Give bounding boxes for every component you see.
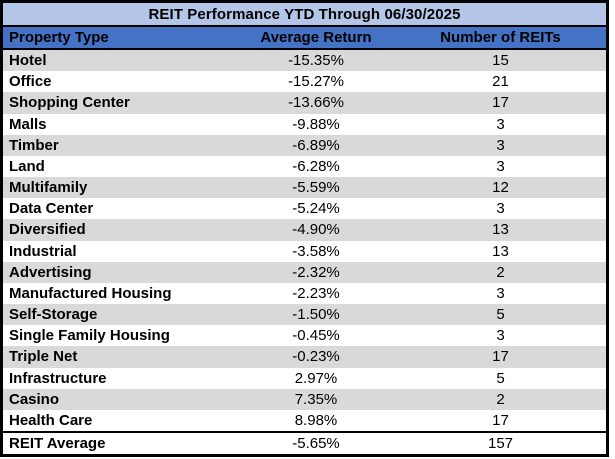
property-type-cell: Single Family Housing — [9, 327, 170, 345]
property-type-cell: Data Center — [9, 200, 94, 218]
property-type-cell: Infrastructure — [9, 369, 107, 387]
table-row: Single Family Housing -0.45% 3 — [3, 325, 606, 346]
property-type-cell: Multifamily — [9, 179, 88, 197]
reit-count-cell: 17 — [492, 348, 509, 366]
table-title: REIT Performance YTD Through 06/30/2025 — [3, 3, 606, 27]
property-type-cell: Industrial — [9, 242, 77, 260]
property-type-cell: Health Care — [9, 412, 93, 429]
table-row: Infrastructure 2.97% 5 — [3, 368, 606, 389]
column-header-number-of-reits: Number of REITs — [440, 29, 561, 46]
table-header-row: Property Type Average Return Number of R… — [3, 27, 606, 50]
reit-count-cell: 2 — [496, 263, 505, 281]
table-body: Hotel -15.35% 15 Office -15.27% 21 Shopping Ce… — [3, 50, 606, 431]
table-row: Casino 7.35% 2 — [3, 388, 606, 410]
average-return-cell: -5.59% — [292, 179, 340, 197]
column-header-property-type: Property Type — [9, 29, 109, 46]
table-row: Industrial -3.58% 13 — [3, 241, 606, 262]
property-type-cell: Triple Net — [9, 348, 78, 366]
table-row: Data Center -5.24% 3 — [3, 198, 606, 219]
average-return-cell: -4.90% — [292, 221, 340, 239]
property-type-cell: Office — [9, 73, 52, 91]
summary-average-return-cell: -5.65% — [292, 435, 340, 452]
table-row: Office -15.27% 21 — [3, 71, 606, 92]
average-return-cell: -15.35% — [288, 52, 344, 70]
average-return-cell: -6.28% — [292, 157, 340, 175]
reit-count-cell: 13 — [492, 221, 509, 239]
property-type-cell: Advertising — [9, 263, 92, 281]
table-row: Hotel -15.35% 15 — [3, 50, 606, 72]
average-return-cell: -6.89% — [292, 136, 340, 154]
summary-reit-count-cell: 157 — [487, 435, 514, 452]
table-row: Advertising -2.32% 2 — [3, 261, 606, 283]
average-return-cell: -15.27% — [288, 73, 344, 91]
average-return-cell: -2.23% — [292, 284, 340, 302]
average-return-cell: -3.58% — [292, 242, 340, 260]
reit-count-cell: 3 — [496, 200, 505, 218]
average-return-cell: -0.45% — [292, 327, 340, 345]
table-row: Health Care 8.98% 17 — [3, 410, 606, 431]
table-row: Self-Storage -1.50% 5 — [3, 304, 606, 326]
reit-count-cell: 3 — [496, 157, 505, 175]
property-type-cell: Hotel — [9, 52, 47, 70]
property-type-cell: Malls — [9, 115, 47, 133]
property-type-cell: Manufactured Housing — [9, 284, 172, 302]
reit-count-cell: 3 — [496, 136, 505, 154]
average-return-cell: 2.97% — [294, 369, 338, 387]
table-row: Triple Net -0.23% 17 — [3, 346, 606, 368]
property-type-cell: Timber — [9, 136, 59, 154]
average-return-cell: -0.23% — [292, 348, 340, 366]
reit-count-cell: 3 — [496, 115, 505, 133]
column-header-average-return: Average Return — [260, 29, 372, 46]
table-row: Timber -6.89% 3 — [3, 134, 606, 156]
average-return-cell: -13.66% — [288, 94, 344, 112]
property-type-cell: Casino — [9, 390, 60, 408]
table-row: Malls -9.88% 3 — [3, 114, 606, 135]
reit-count-cell: 12 — [492, 179, 509, 197]
reit-count-cell: 17 — [492, 412, 509, 429]
table-row: Diversified -4.90% 13 — [3, 219, 606, 241]
average-return-cell: -1.50% — [292, 306, 340, 324]
property-type-cell: Diversified — [9, 221, 86, 239]
average-return-cell: -5.24% — [292, 200, 340, 218]
average-return-cell: -9.88% — [292, 115, 340, 133]
reit-count-cell: 3 — [496, 327, 505, 345]
table-row: Land -6.28% 3 — [3, 156, 606, 177]
average-return-cell: 7.35% — [294, 390, 338, 408]
property-type-cell: Land — [9, 157, 45, 175]
table-row: Shopping Center -13.66% 17 — [3, 92, 606, 114]
reit-count-cell: 5 — [496, 306, 505, 324]
table-row: Manufactured Housing -2.23% 3 — [3, 283, 606, 304]
property-type-cell: Shopping Center — [9, 94, 130, 112]
property-type-cell: Self-Storage — [9, 306, 98, 324]
table-row: Multifamily -5.59% 12 — [3, 177, 606, 199]
reit-count-cell: 5 — [496, 369, 505, 387]
reit-count-cell: 15 — [492, 52, 509, 70]
average-return-cell: 8.98% — [294, 412, 338, 429]
summary-property-type-cell: REIT Average — [9, 435, 106, 452]
reit-count-cell: 21 — [492, 73, 509, 91]
summary-row: REIT Average -5.65% 157 — [3, 431, 606, 454]
reit-count-cell: 2 — [496, 390, 505, 408]
reit-count-cell: 13 — [492, 242, 509, 260]
average-return-cell: -2.32% — [292, 263, 340, 281]
reit-count-cell: 17 — [492, 94, 509, 112]
reit-count-cell: 3 — [496, 284, 505, 302]
